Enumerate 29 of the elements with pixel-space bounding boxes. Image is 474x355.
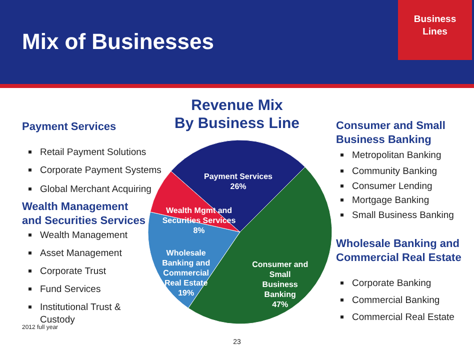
text: Corporate Payment Systems	[40, 165, 162, 176]
chart-title: Mix of Businesses	[22, 29, 214, 54]
text: Business Lines	[414, 14, 456, 38]
slice-label: Payment Services	[22, 121, 116, 133]
text: Mortgage Banking	[352, 195, 430, 206]
text: Small Business Banking	[352, 210, 454, 221]
slice-label: Payment Services	[204, 172, 274, 182]
data-label: 8%	[193, 226, 205, 236]
text: Global Merchant Acquiring	[40, 184, 152, 195]
text: Commercial Real Estate	[352, 312, 454, 323]
text: Corporate Banking	[352, 278, 432, 289]
data-label: 47%	[272, 300, 288, 310]
text: Metropolitan Banking	[352, 150, 442, 161]
chart-subtitle: Revenue Mix By Business Line	[174, 97, 300, 132]
text: Consumer Lending	[352, 181, 432, 192]
text: Community Banking	[352, 166, 438, 177]
slice-label: Consumer and Small Business Banking	[336, 120, 446, 146]
text: Corporate Trust	[40, 266, 106, 277]
text: Asset Management	[40, 248, 122, 259]
text: Wealth Management	[40, 230, 128, 241]
text: Fund Services	[40, 284, 101, 295]
text: Institutional Trust & Custody	[40, 302, 122, 326]
data-label: 19%	[178, 288, 194, 298]
text: Commercial Banking	[352, 295, 440, 306]
text: Retail Payment Solutions	[40, 147, 146, 158]
slice-label: Consumer and Small Business Banking	[252, 260, 308, 300]
text: Wealth Management and Securities Services	[22, 201, 146, 227]
text: Wholesale Banking and Commercial Real Estate	[336, 238, 462, 264]
data-label: 26%	[230, 182, 246, 192]
